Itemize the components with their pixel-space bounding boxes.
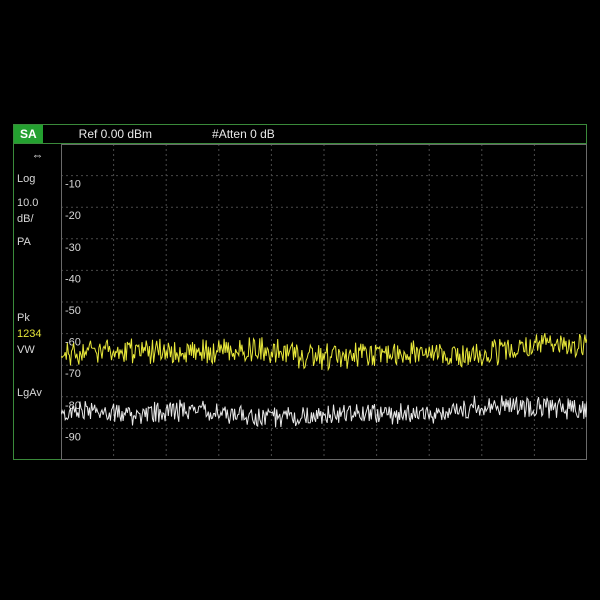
left-settings-panel: ⇔ Log 10.0 dB/ PA Pk 1234 VW LgAv bbox=[13, 144, 61, 460]
svg-text:-40: -40 bbox=[65, 273, 81, 285]
scale-icon: ⇔ bbox=[17, 148, 58, 163]
ref-level-readout: Ref 0.00 dBm bbox=[43, 127, 152, 141]
attenuation-readout: #Atten 0 dB bbox=[152, 127, 275, 141]
spectrum-plot-svg: -10-20-30-40-50-60-70-80-90 bbox=[61, 144, 587, 460]
svg-text:-70: -70 bbox=[65, 368, 81, 380]
svg-text:-80: -80 bbox=[65, 400, 81, 412]
trace-modes: VW bbox=[17, 344, 58, 358]
lgav-label: LgAv bbox=[17, 387, 58, 401]
mode-badge: SA bbox=[14, 125, 43, 143]
svg-text:-50: -50 bbox=[65, 305, 81, 317]
svg-text:-30: -30 bbox=[65, 242, 81, 254]
spectrum-plot: -10-20-30-40-50-60-70-80-90 bbox=[61, 144, 587, 460]
avg-type-label: PA bbox=[17, 236, 58, 250]
svg-text:-10: -10 bbox=[65, 179, 81, 191]
detector-prefix: Pk bbox=[17, 312, 58, 326]
svg-text:-90: -90 bbox=[65, 431, 81, 443]
db-per-div-unit: dB/ bbox=[17, 213, 58, 227]
spectrum-analyzer-display: SA Ref 0.00 dBm #Atten 0 dB ⇔ Log 10.0 d… bbox=[13, 124, 587, 460]
scale-type-label: Log bbox=[17, 173, 58, 187]
header-bar: SA Ref 0.00 dBm #Atten 0 dB bbox=[13, 124, 587, 144]
trace-indices: 1234 bbox=[17, 328, 58, 342]
svg-text:-20: -20 bbox=[65, 210, 81, 222]
db-per-div-value: 10.0 bbox=[17, 197, 58, 211]
